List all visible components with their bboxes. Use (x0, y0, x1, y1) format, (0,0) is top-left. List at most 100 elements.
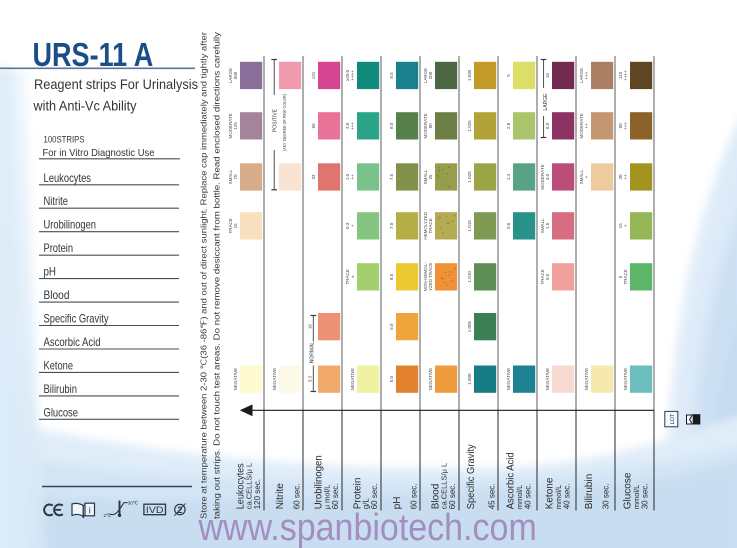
svg-text:Ketone: Ketone (545, 477, 556, 509)
svg-text:www.spanbiotech.com: www.spanbiotech.com (198, 505, 537, 548)
svg-text:40 sec.: 40 sec. (524, 484, 533, 510)
svg-text:80: 80 (428, 123, 433, 129)
svg-text:Ascorbic Acid: Ascorbic Acid (44, 335, 101, 349)
svg-text:1.0: 1.0 (345, 173, 350, 180)
svg-text:3.0: 3.0 (345, 122, 350, 129)
svg-text:30℃: 30℃ (128, 501, 139, 506)
svg-text:0.5: 0.5 (545, 273, 550, 280)
svg-text:Bilirubin: Bilirubin (44, 382, 78, 396)
svg-text:mmol/L: mmol/L (632, 485, 641, 510)
svg-text:NEGATIVE: NEGATIVE (350, 368, 355, 390)
svg-text:+++: +++ (350, 122, 355, 130)
svg-text:taking out strips. Do not touc: taking out strips. Do not touch test are… (213, 31, 222, 519)
svg-text:1.020: 1.020 (467, 171, 472, 183)
svg-text:0.3: 0.3 (345, 222, 350, 229)
svg-text:+: + (584, 175, 589, 178)
svg-text:MODERATE: MODERATE (540, 164, 545, 189)
svg-text:30 sec.: 30 sec. (641, 484, 650, 510)
svg-text:+++: +++ (584, 71, 589, 79)
svg-text:NEGATIVE: NEGATIVE (428, 368, 433, 390)
svg-text:60 sec.: 60 sec. (293, 484, 302, 510)
svg-text:Store at temperature between 2: Store at temperature between 2-30 ℃(36 -… (200, 32, 209, 519)
svg-text:SMALL: SMALL (228, 169, 233, 184)
svg-text:TRACE: TRACE (623, 269, 628, 284)
svg-text:33: 33 (311, 174, 316, 180)
svg-text:+++: +++ (623, 122, 628, 130)
svg-text:IVD: IVD (146, 505, 164, 515)
svg-text:Urobilinogen: Urobilinogen (314, 455, 325, 509)
svg-text:15: 15 (618, 223, 623, 229)
svg-text:70: 70 (233, 174, 238, 180)
svg-text:++: ++ (623, 174, 628, 180)
svg-text:++: ++ (350, 174, 355, 180)
svg-text:YZED TRACE: YZED TRACE (428, 263, 433, 291)
svg-text:7.5: 7.5 (389, 173, 394, 180)
svg-text:1.025: 1.025 (467, 120, 472, 132)
svg-text:60: 60 (618, 123, 623, 129)
svg-text:30: 30 (618, 174, 623, 180)
svg-text:7.0: 7.0 (389, 222, 394, 229)
svg-text:NEGATIVE: NEGATIVE (584, 368, 589, 390)
svg-text:SMALL: SMALL (579, 169, 584, 184)
svg-text:60 sec.: 60 sec. (370, 484, 379, 510)
svg-text:SMALL: SMALL (423, 169, 428, 184)
svg-text:pH: pH (392, 497, 403, 510)
svg-text:1.010: 1.010 (467, 271, 472, 283)
svg-text:HEMOLYZED: HEMOLYZED (423, 211, 428, 239)
svg-text:Specific Gravity: Specific Gravity (466, 444, 477, 509)
svg-text:Reagent strips For Urinalysis: Reagent strips For Urinalysis (34, 77, 198, 92)
svg-text:500: 500 (233, 71, 238, 79)
svg-text:Blood: Blood (431, 484, 442, 510)
svg-text:NEGATIVE: NEGATIVE (623, 368, 628, 390)
svg-text:60 sec.: 60 sec. (410, 484, 419, 510)
svg-text:8.0: 8.0 (545, 122, 550, 129)
svg-text:60 sec.: 60 sec. (331, 484, 340, 510)
svg-text:±: ± (350, 275, 355, 278)
svg-text:Protein: Protein (44, 241, 74, 255)
svg-text:NON-HEMOL-: NON-HEMOL- (423, 262, 428, 292)
svg-text:25: 25 (428, 174, 433, 180)
svg-text:2.8: 2.8 (506, 122, 511, 129)
svg-text:Urobilinogen: Urobilinogen (44, 218, 97, 232)
svg-text:30 sec.: 30 sec. (602, 484, 611, 510)
svg-text:POSITIVE: POSITIVE (273, 108, 279, 132)
svg-text:TRACE: TRACE (540, 269, 545, 284)
svg-text:Glucose: Glucose (44, 405, 79, 419)
svg-text:with Anti-Vc Ability: with Anti-Vc Ability (33, 99, 137, 114)
svg-text:1.4: 1.4 (506, 173, 511, 180)
svg-text:200: 200 (428, 71, 433, 79)
svg-text:Nitrite: Nitrite (44, 194, 69, 208)
svg-text:1.005: 1.005 (467, 320, 472, 332)
svg-text:μ mol/L: μ mol/L (323, 485, 332, 510)
svg-text:MODERATE: MODERATE (579, 113, 584, 138)
svg-text:4.0: 4.0 (545, 173, 550, 180)
svg-text:Nitrite: Nitrite (275, 483, 286, 510)
svg-text:Protein: Protein (353, 478, 364, 510)
svg-text:1.5: 1.5 (545, 222, 550, 229)
svg-text:TRACE: TRACE (428, 218, 433, 233)
svg-text:≥20.0: ≥20.0 (345, 69, 350, 81)
svg-text:16: 16 (545, 73, 550, 79)
svg-text:SMALL: SMALL (540, 218, 545, 233)
svg-text:+: + (350, 224, 355, 227)
svg-text:Leukocytes: Leukocytes (236, 463, 247, 509)
svg-text:Ascorbic Acid: Ascorbic Acid (506, 452, 517, 509)
svg-text:LARGE: LARGE (228, 68, 233, 83)
svg-text:60 sec.: 60 sec. (448, 484, 457, 510)
svg-text:(ANY DEGREE OF PINK COLOR): (ANY DEGREE OF PINK COLOR) (282, 93, 287, 151)
svg-text:Glucose: Glucose (623, 472, 634, 509)
svg-text:131: 131 (311, 71, 316, 79)
svg-text:Leukocytes: Leukocytes (44, 171, 92, 185)
svg-text:LARGE: LARGE (543, 93, 549, 111)
svg-text:5.0: 5.0 (389, 375, 394, 382)
svg-text:TRACE: TRACE (228, 218, 233, 233)
svg-text:1.015: 1.015 (467, 220, 472, 232)
svg-text:110: 110 (618, 71, 623, 79)
svg-text:LARGE: LARGE (423, 68, 428, 83)
svg-text:NEGATIVE: NEGATIVE (272, 368, 277, 390)
svg-text:6.5: 6.5 (389, 273, 394, 280)
svg-text:MODERATE: MODERATE (228, 113, 233, 138)
svg-text:MODERATE: MODERATE (423, 113, 428, 138)
svg-text:Specific Gravity: Specific Gravity (44, 312, 109, 326)
svg-text:120 sec.: 120 sec. (253, 479, 262, 509)
